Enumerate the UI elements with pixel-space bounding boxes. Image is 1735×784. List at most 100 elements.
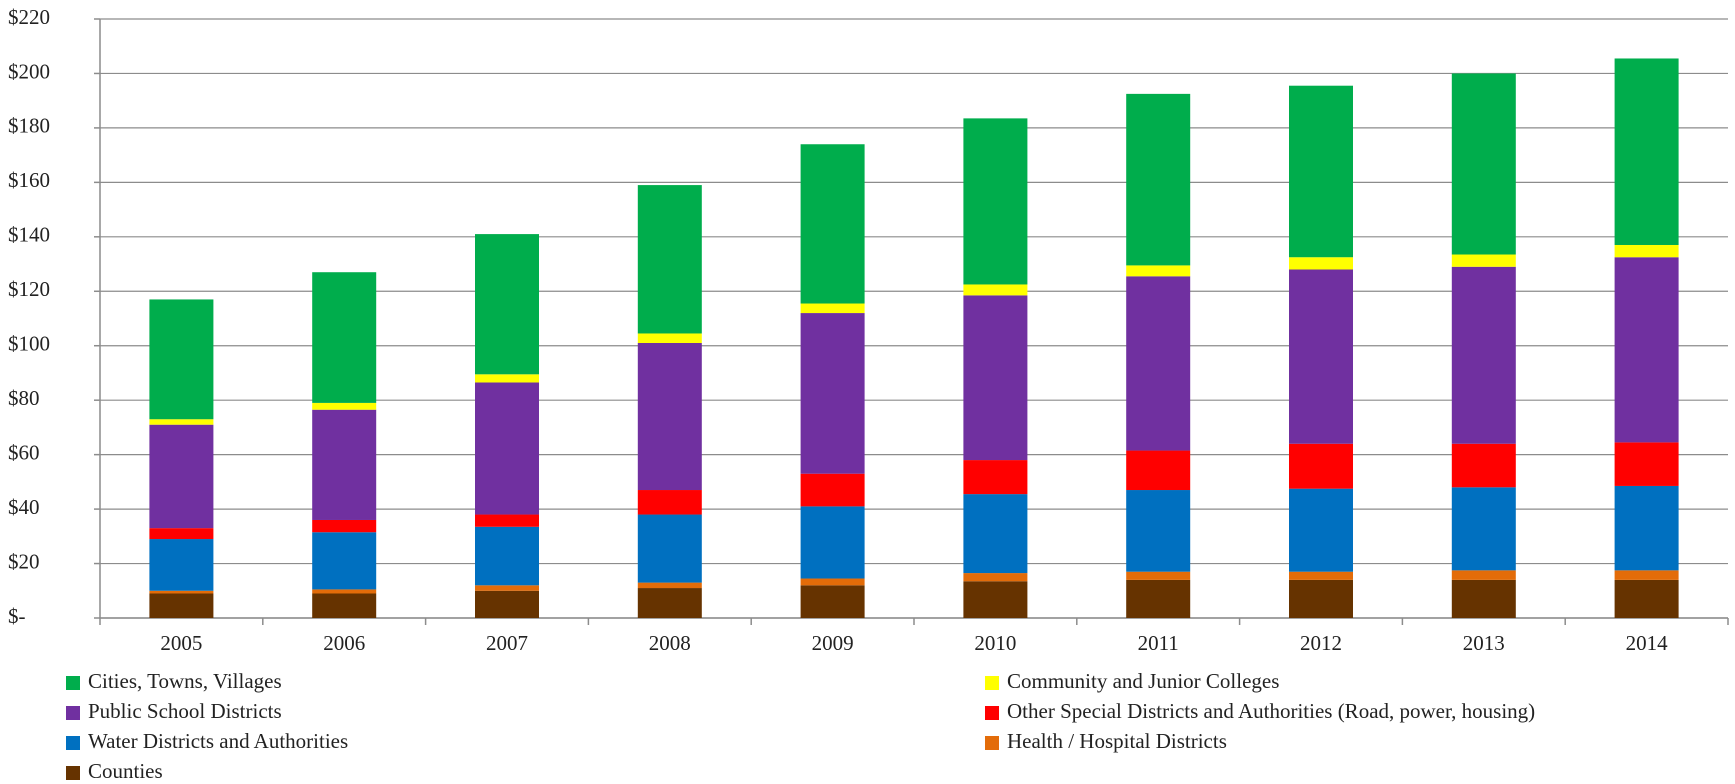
bar-segment	[1614, 570, 1679, 580]
bar-segment	[1451, 254, 1516, 267]
bar-segment	[637, 490, 702, 515]
y-tick-label: $160	[8, 168, 50, 192]
bar-segment	[312, 409, 377, 520]
bar-segment	[1126, 265, 1191, 277]
bar-segment	[475, 590, 539, 618]
bar-segment	[800, 303, 865, 314]
legend-swatch	[985, 676, 999, 690]
legend-swatch	[66, 676, 80, 690]
x-tick-label: 2011	[1138, 631, 1179, 655]
bar-segment	[312, 532, 377, 590]
bar-segment	[475, 374, 539, 383]
bar-segment	[1126, 93, 1191, 266]
bar-segment	[312, 519, 377, 533]
bar-segment	[149, 424, 214, 529]
bar-segment	[312, 589, 377, 594]
bar-segment	[1451, 73, 1516, 255]
bar-segment	[475, 526, 539, 586]
bar-segment	[800, 506, 865, 579]
bar-segment	[475, 382, 539, 515]
bar-segment	[475, 234, 539, 375]
y-tick-label: $120	[8, 277, 50, 301]
bar-segment	[1289, 269, 1353, 444]
bar-segment	[312, 593, 377, 618]
bar-segment	[1451, 443, 1516, 488]
bar-segment	[475, 585, 539, 591]
bar-segment	[963, 284, 1028, 296]
y-tick-label: $220	[8, 5, 50, 29]
bar-segment	[149, 299, 214, 420]
legend-label: Water Districts and Authorities	[88, 729, 348, 753]
x-tick-label: 2013	[1463, 631, 1505, 655]
y-tick-label: $40	[8, 495, 40, 519]
legend-swatch	[985, 706, 999, 720]
bar-segment	[963, 494, 1028, 574]
bar-segment	[1614, 579, 1679, 618]
bar-segment	[1126, 490, 1191, 572]
bar-segment	[963, 581, 1028, 618]
y-tick-label: $-	[8, 604, 26, 628]
bar-segment	[1614, 485, 1679, 571]
x-tick-label: 2009	[812, 631, 854, 655]
y-tick-label: $20	[8, 549, 40, 573]
bar-segment	[637, 588, 702, 618]
bar-segment	[1451, 266, 1516, 444]
bar-segment	[637, 333, 702, 344]
bar-segment	[1289, 257, 1353, 270]
legend-swatch	[66, 706, 80, 720]
legend-label: Counties	[88, 759, 163, 783]
bar-segment	[1289, 85, 1353, 258]
legend-label: Health / Hospital Districts	[1007, 729, 1227, 753]
bar-segment	[1614, 58, 1679, 245]
x-tick-label: 2010	[974, 631, 1016, 655]
bar-segment	[1289, 443, 1353, 489]
bar-segment	[312, 402, 377, 410]
y-tick-label: $200	[8, 59, 50, 83]
y-tick-label: $60	[8, 440, 40, 464]
bar-segment	[800, 313, 865, 474]
bar-segment	[312, 272, 377, 403]
bar-segment	[963, 295, 1028, 461]
bar-segment	[475, 514, 539, 527]
x-tick-label: 2005	[160, 631, 202, 655]
bar-segment	[1289, 571, 1353, 580]
legend-swatch	[66, 766, 80, 780]
bar-segment	[149, 539, 214, 591]
bar-segment	[149, 593, 214, 618]
bar-segment	[637, 582, 702, 589]
bar-segment	[1614, 257, 1679, 443]
bar-segment	[149, 590, 214, 594]
bar-segment	[1289, 488, 1353, 572]
bar-segment	[149, 528, 214, 540]
bar-segment	[637, 185, 702, 334]
y-tick-label: $140	[8, 223, 50, 247]
bar-segment	[149, 419, 214, 425]
y-tick-label: $100	[8, 332, 50, 356]
x-tick-label: 2012	[1300, 631, 1342, 655]
y-tick-label: $80	[8, 386, 40, 410]
bar-segment	[800, 578, 865, 586]
y-tick-label: $180	[8, 114, 50, 138]
bar-segment	[963, 573, 1028, 582]
bar-segment	[1614, 244, 1679, 258]
bar-segment	[1126, 276, 1191, 451]
bar-segment	[1126, 579, 1191, 618]
legend-label: Community and Junior Colleges	[1007, 669, 1279, 693]
bar-segment	[1126, 450, 1191, 491]
bar-segment	[800, 473, 865, 507]
bar-segment	[1451, 579, 1516, 618]
legend-label: Cities, Towns, Villages	[88, 669, 282, 693]
bar-segment	[800, 144, 865, 304]
bar-segment	[637, 514, 702, 583]
bar-segment	[637, 343, 702, 491]
legend-swatch	[985, 736, 999, 750]
bar-segment	[1614, 442, 1679, 486]
x-tick-label: 2008	[649, 631, 691, 655]
x-tick-label: 2007	[486, 631, 528, 655]
legend-label: Public School Districts	[88, 699, 282, 723]
x-tick-label: 2014	[1626, 631, 1669, 655]
bar-segment	[963, 118, 1028, 285]
bar-segment	[963, 460, 1028, 495]
bar-segment	[1126, 571, 1191, 580]
